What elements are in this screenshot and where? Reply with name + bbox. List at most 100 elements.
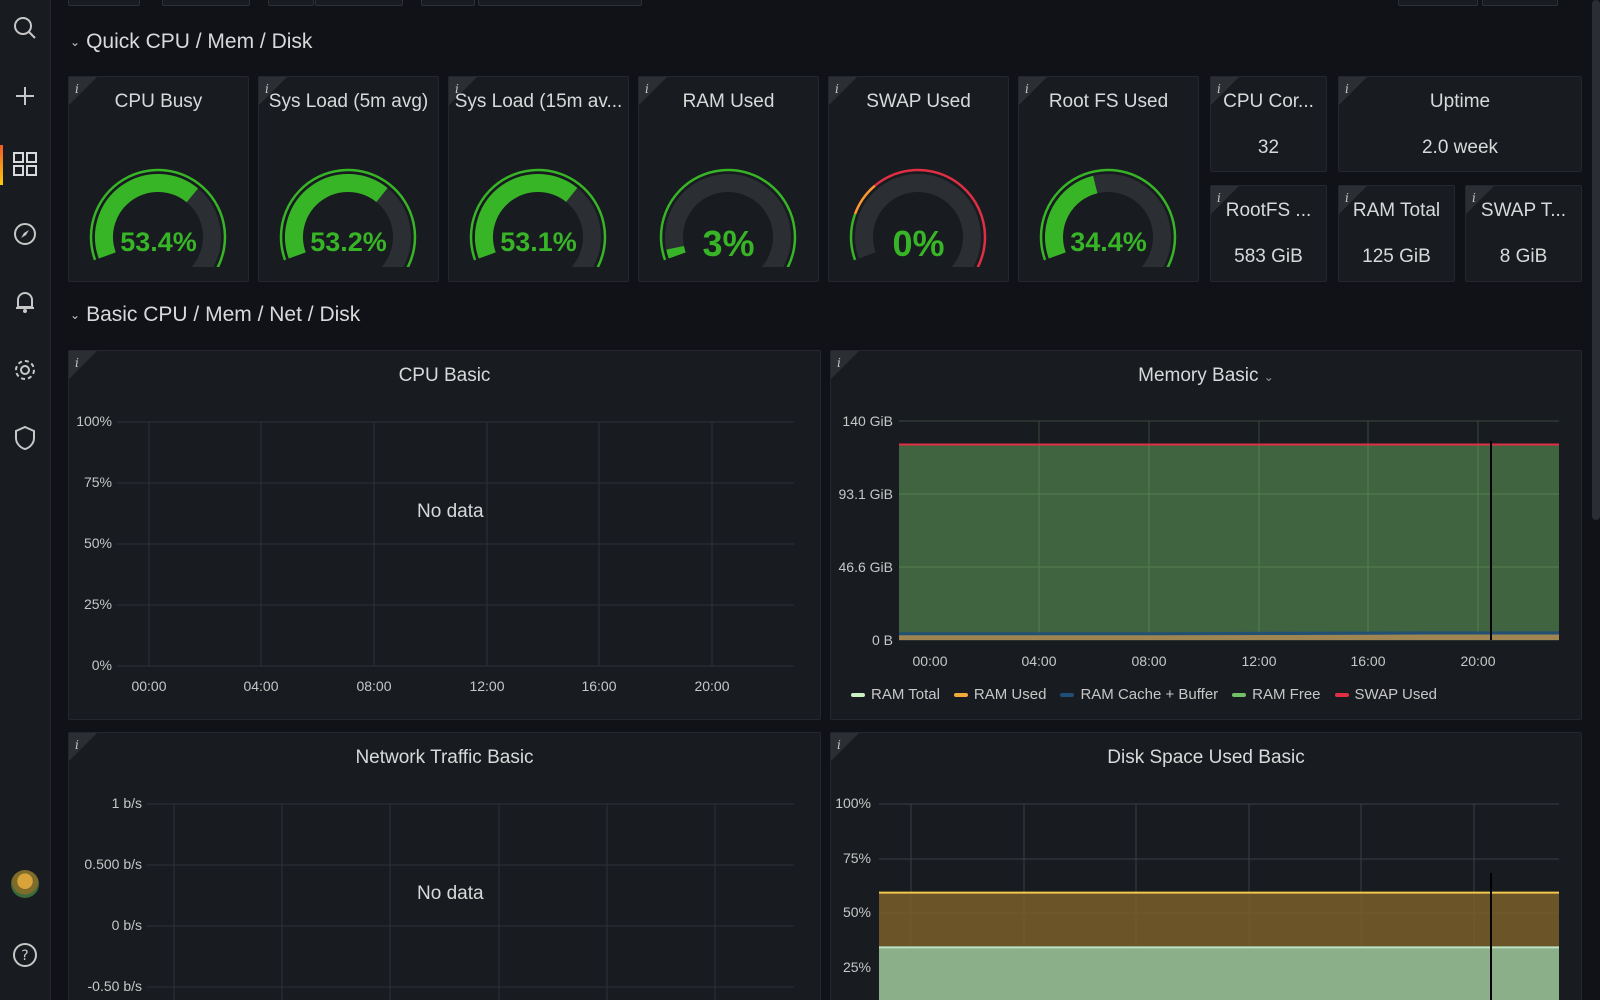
gauge-dial xyxy=(469,168,607,267)
gauge-threshold-segment xyxy=(469,168,607,267)
settings-gear-icon[interactable] xyxy=(9,354,41,386)
gauge-threshold-segment xyxy=(659,168,797,267)
gauge-value: 0% xyxy=(892,223,945,264)
server-admin-shield-icon[interactable] xyxy=(9,422,41,454)
legend-item-swap-used[interactable]: SWAP Used xyxy=(1334,686,1438,703)
panel-title: RAM Used xyxy=(682,91,775,112)
y-tick-label: 0 b/s xyxy=(111,917,142,933)
panel-title-menu[interactable]: Memory Basic ⌄ xyxy=(831,365,1581,387)
gauge-value: 3% xyxy=(702,223,755,264)
y-tick-label: 75% xyxy=(83,474,112,490)
gauge-panel[interactable]: i SWAP Used 0% xyxy=(828,76,1009,282)
panel-info-icon[interactable]: i xyxy=(75,738,79,752)
avatar[interactable] xyxy=(11,870,39,898)
gauge-value: 53.2% xyxy=(310,227,387,257)
active-nav-indicator xyxy=(0,145,3,185)
dashboards-icon[interactable] xyxy=(9,148,41,180)
legend-label: SWAP Used xyxy=(1354,686,1438,703)
legend-swatch xyxy=(1060,692,1075,697)
panel-info-icon[interactable]: i xyxy=(75,82,79,96)
stat-panel-uptime[interactable]: i Uptime 2.0 week xyxy=(1338,76,1582,172)
legend-item-ram-total[interactable]: RAM Total xyxy=(851,686,940,703)
panel-info-icon[interactable]: i xyxy=(1025,82,1029,96)
legend-swatch xyxy=(953,692,968,697)
variable-select-stub[interactable] xyxy=(68,0,140,6)
no-data-message: No data xyxy=(417,501,484,522)
stat-panel-rootfs-total[interactable]: i RootFS ... 583 GiB xyxy=(1210,185,1327,282)
legend-item-ram-used[interactable]: RAM Used xyxy=(953,686,1046,703)
panel-cpu-basic[interactable]: i CPU Basic 100% 75% 50% 25% 0% 00:00 04… xyxy=(68,350,821,720)
gauge-dial xyxy=(849,168,987,267)
legend-item-ram-cache-buffer[interactable]: RAM Cache + Buffer xyxy=(1060,686,1218,703)
panel-info-icon[interactable]: i xyxy=(837,738,841,752)
panel-info-icon[interactable]: i xyxy=(75,356,79,370)
y-tick-label: 0% xyxy=(91,657,112,673)
stat-panel-ram-total[interactable]: i RAM Total 125 GiB xyxy=(1338,185,1455,282)
gauge-panel[interactable]: i CPU Busy 53.4% xyxy=(68,76,249,282)
x-tick-label: 04:00 xyxy=(243,678,279,694)
alerting-bell-icon[interactable] xyxy=(9,286,41,318)
create-plus-icon[interactable] xyxy=(9,80,41,112)
help-icon[interactable]: ? xyxy=(9,939,41,971)
gauge-value-arc xyxy=(1045,175,1098,259)
gauge-panel[interactable]: i Sys Load (15m av... 53.1% xyxy=(448,76,629,282)
panel-info-icon[interactable]: i xyxy=(1472,191,1476,205)
panel-title: Uptime xyxy=(1429,91,1491,112)
x-tick-label: 16:00 xyxy=(1350,653,1386,669)
stat-panel-cpu-cores[interactable]: i CPU Cor... 32 xyxy=(1210,76,1327,172)
toolbar-button-stub[interactable] xyxy=(1482,0,1558,6)
chevron-down-icon: ⌄ xyxy=(70,35,81,49)
explore-compass-icon[interactable] xyxy=(9,218,41,250)
toolbar-button-stub[interactable] xyxy=(1398,0,1478,6)
y-tick-label: 46.6 GiB xyxy=(838,559,893,575)
variable-select-stub[interactable] xyxy=(162,0,250,6)
gauge-panel[interactable]: i Root FS Used 34.4% xyxy=(1018,76,1199,282)
panel-info-icon[interactable]: i xyxy=(1345,191,1349,205)
variable-select-stub[interactable] xyxy=(478,0,642,6)
chevron-down-icon: ⌄ xyxy=(1263,370,1274,384)
panel-corner xyxy=(1339,77,1367,105)
panel-info-icon[interactable]: i xyxy=(1217,191,1221,205)
stat-value: 32 xyxy=(1257,137,1280,158)
panel-info-icon[interactable]: i xyxy=(1345,82,1349,96)
x-tick-label: 20:00 xyxy=(694,678,730,694)
stat-value: 8 GiB xyxy=(1499,246,1548,267)
panel-info-icon[interactable]: i xyxy=(1217,82,1221,96)
stat-value: 125 GiB xyxy=(1362,246,1431,267)
panel-corner xyxy=(69,351,97,379)
panel-title: CPU Cor... xyxy=(1223,91,1314,112)
y-tick-label: 50% xyxy=(842,904,871,920)
gauge-dial xyxy=(89,168,227,267)
y-tick-label: 75% xyxy=(842,850,871,866)
panel-info-icon[interactable]: i xyxy=(645,82,649,96)
variable-select-stub[interactable] xyxy=(268,0,314,6)
panel-memory-basic[interactable]: i Memory Basic ⌄ 140 GiB 93.1 GiB 46.6 G… xyxy=(830,350,1582,720)
cpu-basic-grid xyxy=(117,421,794,667)
gauge-panel[interactable]: i Sys Load (5m avg) 53.2% xyxy=(258,76,439,282)
scrollbar-thumb[interactable] xyxy=(1592,0,1600,520)
panel-info-icon[interactable]: i xyxy=(265,82,269,96)
panel-info-icon[interactable]: i xyxy=(455,82,459,96)
panel-network-traffic-basic[interactable]: i Network Traffic Basic 1 b/s 0.500 b/s … xyxy=(68,732,821,1000)
gauge-panel[interactable]: i RAM Used 3% xyxy=(638,76,819,282)
gauge-threshold-segment xyxy=(874,168,987,267)
y-tick-label: 1 b/s xyxy=(111,795,142,811)
row-quick-cpu-mem-disk[interactable]: ⌄ Quick CPU / Mem / Disk xyxy=(70,30,312,54)
x-tick-label: 08:00 xyxy=(356,678,392,694)
panel-title: CPU Basic xyxy=(398,365,491,386)
gauge-threshold-segment xyxy=(89,168,227,267)
panel-title: Network Traffic Basic xyxy=(355,747,534,768)
panel-disk-space-used-basic[interactable]: i Disk Space Used Basic 100% 75% 50% 25% xyxy=(830,732,1582,1000)
panel-info-icon[interactable]: i xyxy=(837,356,841,370)
panel-title: Sys Load (5m avg) xyxy=(268,91,429,112)
variable-select-stub[interactable] xyxy=(315,0,403,6)
row-basic-cpu-mem-net-disk[interactable]: ⌄ Basic CPU / Mem / Net / Disk xyxy=(70,303,360,327)
search-icon[interactable] xyxy=(9,12,41,44)
stat-panel-swap-total[interactable]: i SWAP T... 8 GiB xyxy=(1465,185,1582,282)
panel-corner xyxy=(1019,77,1047,105)
legend-item-ram-free[interactable]: RAM Free xyxy=(1232,686,1321,703)
panel-info-icon[interactable]: i xyxy=(835,82,839,96)
panel-title: SWAP Used xyxy=(866,91,971,112)
legend-label: RAM Free xyxy=(1252,686,1321,703)
variable-select-stub[interactable] xyxy=(421,0,475,6)
